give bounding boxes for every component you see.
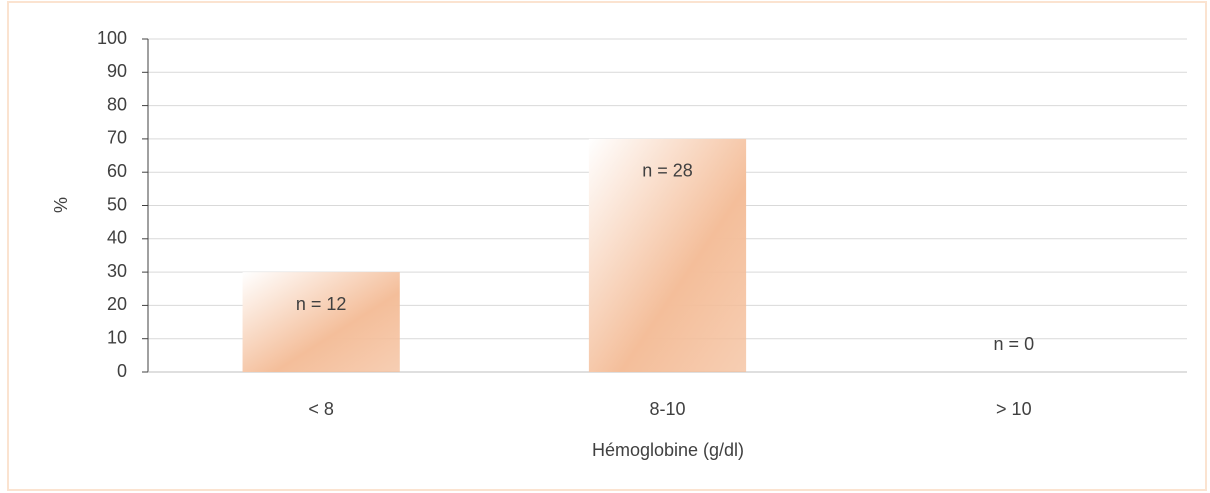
x-tick-label: 8-10: [649, 399, 685, 419]
x-tick-label: > 10: [996, 399, 1032, 419]
y-tick-label: 50: [107, 194, 127, 214]
y-tick-label: 30: [107, 261, 127, 281]
x-axis-title: Hémoglobine (g/dl): [592, 440, 744, 460]
y-tick-label: 100: [97, 28, 127, 48]
bar: [588, 138, 747, 372]
y-tick-label: 60: [107, 161, 127, 181]
chart-frame: [7, 1, 1207, 491]
y-tick-label: 10: [107, 327, 127, 347]
y-tick-label: 80: [107, 94, 127, 114]
bar: [242, 272, 400, 372]
y-tick-label: 20: [107, 294, 127, 314]
y-axis-title: %: [51, 197, 71, 213]
y-tick-label: 90: [107, 61, 127, 81]
bar-annotation: n = 28: [642, 161, 693, 181]
x-tick-label: < 8: [308, 399, 334, 419]
bar-annotation: n = 0: [994, 334, 1035, 354]
y-tick-label: 40: [107, 228, 127, 248]
y-tick-label: 70: [107, 128, 127, 148]
bar-annotation: n = 12: [296, 294, 347, 314]
y-tick-label: 0: [117, 361, 127, 381]
